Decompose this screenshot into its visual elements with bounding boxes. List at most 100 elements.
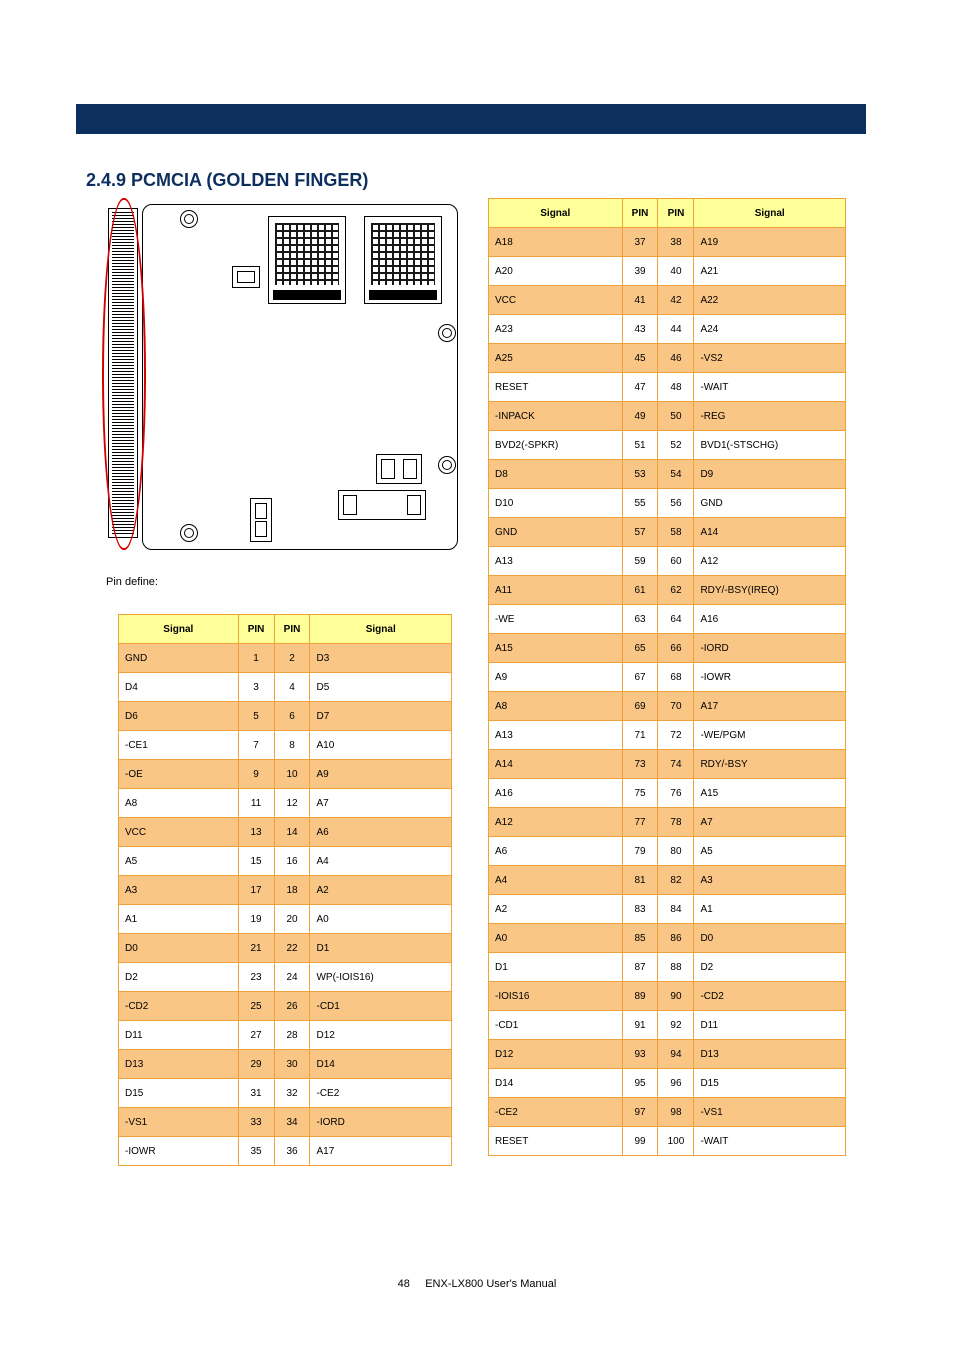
pin-cell: 2 [274,644,310,673]
pin-cell: 27 [238,1021,274,1050]
signal-cell: A1 [694,895,846,924]
pin-cell: 19 [238,905,274,934]
table-row: VCC1314A6 [119,818,452,847]
signal-cell: A5 [119,847,239,876]
footer-title: ENX-LX800 User's Manual [425,1278,556,1290]
table-row: D22324WP(-IOIS16) [119,963,452,992]
pin-cell: 20 [274,905,310,934]
pin-cell: 25 [238,992,274,1021]
signal-cell: D11 [119,1021,239,1050]
table-row: -OE910A9 [119,760,452,789]
table-row: D132930D14 [119,1050,452,1079]
pin-cell: 59 [622,547,658,576]
signal-cell: A0 [489,924,623,953]
pin-cell: 64 [658,605,694,634]
pin-cell: 74 [658,750,694,779]
pin-cell: 33 [238,1108,274,1137]
module-pair-icon [338,490,426,520]
table-row: A96768-IOWR [489,663,846,692]
table-row: A234344A24 [489,315,846,344]
pin-cell: 14 [274,818,310,847]
signal-cell: A22 [694,286,846,315]
table-row: A254546-VS2 [489,344,846,373]
table-row: A11920A0 [119,905,452,934]
pin-cell: 73 [622,750,658,779]
signal-cell: -IORD [694,634,846,663]
signal-cell: A11 [489,576,623,605]
table-row: BVD2(-SPKR)5152BVD1(-STSCHG) [489,431,846,460]
signal-cell: A16 [694,605,846,634]
table-row: D656D7 [119,702,452,731]
table-row: A137172-WE/PGM [489,721,846,750]
signal-cell: -IOIS16 [489,982,623,1011]
signal-cell: A9 [489,663,623,692]
pin-cell: 29 [238,1050,274,1079]
table-row: -INPACK4950-REG [489,402,846,431]
signal-cell: A17 [694,692,846,721]
pin-cell: 85 [622,924,658,953]
pin-cell: 8 [274,731,310,760]
signal-cell: RESET [489,373,623,402]
pin-cell: 42 [658,286,694,315]
signal-cell: -IORD [310,1108,452,1137]
mount-hole-icon [180,210,198,228]
col-pin: PIN [238,615,274,644]
table-row: -WE6364A16 [489,605,846,634]
pin-cell: 87 [622,953,658,982]
signal-cell: -CD1 [489,1011,623,1040]
signal-cell: A7 [310,789,452,818]
signal-cell: -VS1 [119,1108,239,1137]
pin-cell: 52 [658,431,694,460]
table-row: D02122D1 [119,934,452,963]
pin-cell: 89 [622,982,658,1011]
signal-cell: A18 [489,228,623,257]
table-row: D18788D2 [489,953,846,982]
pin-cell: 1 [238,644,274,673]
signal-cell: A4 [310,847,452,876]
pin-cell: 92 [658,1011,694,1040]
signal-cell: D4 [119,673,239,702]
mid-connector-icon [250,498,272,542]
table-row: A67980A5 [489,837,846,866]
table-row: A167576A15 [489,779,846,808]
pin-cell: 54 [658,460,694,489]
table-row: RESET4748-WAIT [489,373,846,402]
signal-cell: -CE1 [119,731,239,760]
table-row: D129394D13 [489,1040,846,1069]
signal-cell: D0 [119,934,239,963]
signal-cell: D5 [310,673,452,702]
table-row: GND12D3 [119,644,452,673]
pin-cell: 66 [658,634,694,663]
col-signal: Signal [489,199,623,228]
table-header-row: Signal PIN PIN Signal [489,199,846,228]
table-row: A127778A7 [489,808,846,837]
signal-cell: RDY/-BSY [694,750,846,779]
signal-cell: A6 [310,818,452,847]
signal-cell: D13 [119,1050,239,1079]
pin-cell: 39 [622,257,658,286]
pin-cell: 26 [274,992,310,1021]
signal-cell: GND [694,489,846,518]
pin-cell: 71 [622,721,658,750]
table-row: A81112A7 [119,789,452,818]
signal-cell: -CE2 [310,1079,452,1108]
table-row: VCC4142A22 [489,286,846,315]
socket-icon [268,216,346,304]
signal-cell: -IOWR [119,1137,239,1166]
pin-cell: 50 [658,402,694,431]
pin-cell: 32 [274,1079,310,1108]
signal-cell: RDY/-BSY(IREQ) [694,576,846,605]
pin-cell: 18 [274,876,310,905]
signal-cell: -CD2 [119,992,239,1021]
signal-cell: -CD2 [694,982,846,1011]
pin-cell: 81 [622,866,658,895]
pin-cell: 86 [658,924,694,953]
pin-cell: 12 [274,789,310,818]
table-row: -IOWR3536A17 [119,1137,452,1166]
signal-cell: -CE2 [489,1098,623,1127]
table-row: D112728D12 [119,1021,452,1050]
pin-cell: 100 [658,1127,694,1156]
signal-cell: WP(-IOIS16) [310,963,452,992]
signal-cell: -IOWR [694,663,846,692]
table-row: A156566-IORD [489,634,846,663]
